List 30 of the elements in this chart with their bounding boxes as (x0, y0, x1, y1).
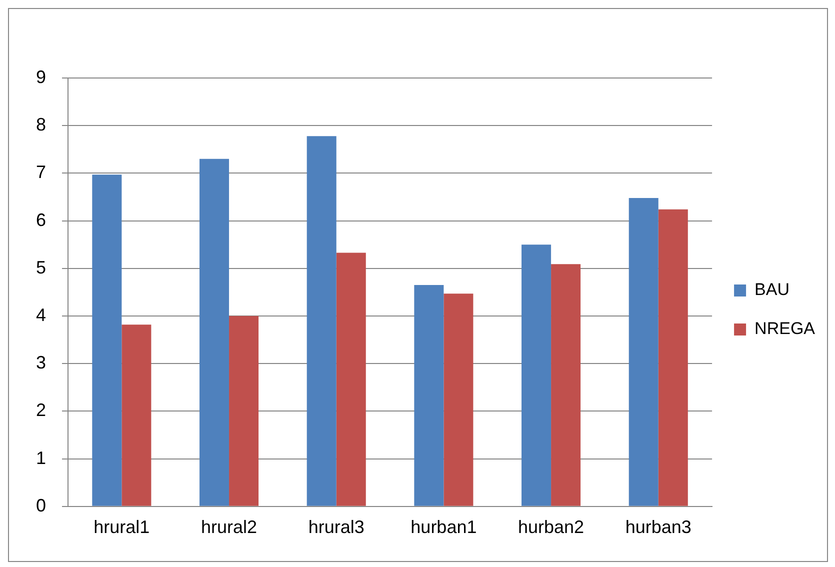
x-tick-label: hrural1 (94, 517, 150, 538)
y-tick-label: 0 (36, 495, 46, 516)
y-tick-label: 8 (36, 114, 46, 135)
bar (122, 324, 152, 506)
x-tick-label: hrural2 (201, 517, 258, 538)
x-tick-label: hurban3 (625, 517, 692, 538)
bar (658, 209, 688, 506)
y-tick-label: 6 (36, 210, 46, 230)
x-tick-label: hurban2 (518, 517, 584, 538)
y-tick-label: 2 (36, 400, 46, 420)
bar (229, 316, 259, 506)
y-tick-label: 7 (36, 162, 46, 182)
bar (306, 136, 336, 506)
y-tick-label: 5 (36, 257, 46, 278)
legend-label: NREGA (754, 319, 816, 338)
x-tick-label: hurban1 (410, 517, 477, 538)
x-tick-label: hrural3 (308, 517, 364, 538)
bar (414, 285, 444, 506)
bar (444, 294, 474, 506)
bar (628, 198, 658, 506)
bar (522, 244, 552, 506)
bar (336, 252, 366, 506)
bar (551, 264, 581, 506)
y-tick-label: 9 (36, 66, 46, 87)
bar (92, 174, 122, 506)
bar (200, 158, 230, 506)
legend-label: BAU (754, 280, 790, 300)
y-tick-label: 4 (36, 304, 46, 325)
y-tick-label: 3 (36, 352, 46, 373)
y-tick-label: 1 (36, 448, 46, 468)
